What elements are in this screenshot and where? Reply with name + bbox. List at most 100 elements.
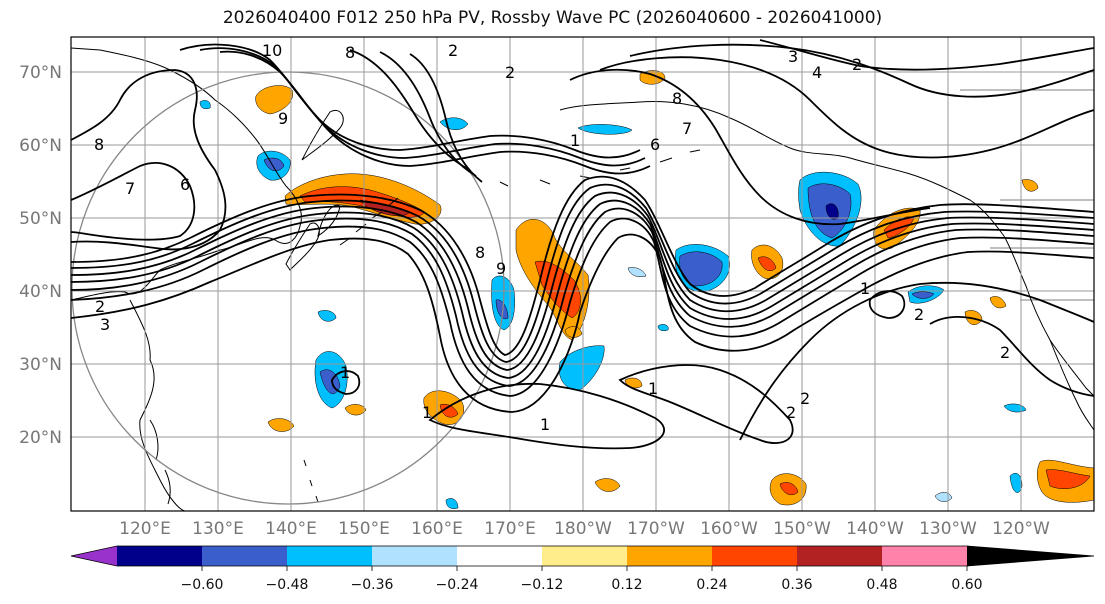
colorbar-segment <box>542 546 627 566</box>
na-interior-borders <box>960 89 1094 301</box>
colorbar-tick-label: −0.48 <box>266 577 309 593</box>
contour-label: 7 <box>682 119 692 138</box>
colorbar-segment <box>797 546 882 566</box>
lat-label: 50°N <box>19 209 62 229</box>
lat-label: 30°N <box>19 355 62 375</box>
contour-label: 2 <box>786 403 796 422</box>
pv-contour <box>349 49 471 171</box>
contour-label: 8 <box>345 43 355 62</box>
pv-contour <box>71 69 227 251</box>
contour-label: 2 <box>852 55 862 74</box>
contour-label: 2 <box>800 389 810 408</box>
lon-label: 130°W <box>919 519 977 539</box>
contour-label: 1 <box>648 379 658 398</box>
contour-label: 2 <box>95 297 105 316</box>
pv-contour <box>71 175 1094 356</box>
pv-contour <box>379 51 477 177</box>
lon-label: 140°W <box>846 519 904 539</box>
contour-label: 6 <box>180 175 190 194</box>
colorbar-tick-label: −0.12 <box>521 577 564 593</box>
pv-contour <box>71 191 1094 371</box>
contour-label: 8 <box>475 243 485 262</box>
lon-label: 130°E <box>192 519 244 539</box>
positive-anomaly-dateline-south-core <box>439 404 459 418</box>
contour-label: 6 <box>650 135 660 154</box>
lat-label: 20°N <box>19 428 62 448</box>
contour-label: 4 <box>812 63 822 82</box>
map-title: 2026040400 F012 250 hPa PV, Rossby Wave … <box>222 8 883 28</box>
colorbar-tick-label: 0.36 <box>781 577 812 593</box>
contour-label: 2 <box>1000 343 1010 362</box>
pv-contour <box>599 56 1094 159</box>
pv-contour <box>71 217 1094 397</box>
positive-anomaly-ne-pacific-core <box>757 256 777 271</box>
lon-label: 180°W <box>554 519 612 539</box>
contour-labels: 10 8 2 3 4 2 9 8 6 7 6 8 7 1 8 9 2 3 1 1… <box>94 41 1010 434</box>
contour-label: 8 <box>94 135 104 154</box>
lat-label: 40°N <box>19 282 62 302</box>
pv-contour <box>71 162 196 241</box>
contour-label: 9 <box>496 259 506 278</box>
pv-contours <box>71 39 1094 450</box>
pv-contour <box>409 53 483 183</box>
contour-label: 2 <box>914 305 924 324</box>
lon-label: 120°E <box>119 519 171 539</box>
pv-contour <box>199 47 646 167</box>
colorbar-segment <box>627 546 712 566</box>
alaska-coast <box>559 101 1005 237</box>
colorbar: −0.60 −0.48 −0.36 −0.24 −0.12 0.12 0.24 … <box>70 545 1095 593</box>
colorbar-tick-label: −0.24 <box>436 577 479 593</box>
lon-label: 160°W <box>700 519 758 539</box>
contour-label: 1 <box>540 415 550 434</box>
pv-contour <box>71 233 1094 413</box>
contour-label: 1 <box>570 131 580 150</box>
pv-contour <box>71 207 1094 387</box>
pv-contour <box>929 316 1094 397</box>
colorbar-outline <box>70 545 1095 567</box>
lon-label: 170°E <box>484 519 536 539</box>
asia-coast <box>71 47 302 301</box>
positive-anomaly-okhotsk <box>255 85 293 115</box>
colorbar-tick-label: −0.36 <box>351 577 394 593</box>
colorbar-segment <box>372 546 457 566</box>
great-circle-ring <box>71 71 505 505</box>
colorbar-segment <box>457 546 542 566</box>
negative-anomaly-kamchatka-core <box>263 157 285 172</box>
contour-label: 2 <box>505 63 515 82</box>
pv-contour <box>71 199 1094 379</box>
colorbar-max-arrow <box>967 546 1094 566</box>
colorbar-segment <box>882 546 967 566</box>
contour-label: 3 <box>788 47 798 66</box>
lon-label: 120°W <box>992 519 1050 539</box>
contour-label: 1 <box>422 403 432 422</box>
gridlines <box>71 37 1094 511</box>
positive-anomaly-hawaii-east-core <box>779 482 799 495</box>
pv-contour <box>428 382 665 450</box>
lat-label: 70°N <box>19 63 62 83</box>
colorbar-tick-label: 0.12 <box>611 577 642 593</box>
lon-label: 150°E <box>338 519 390 539</box>
contour-label: 2 <box>448 41 458 60</box>
colorbar-tick-label: 0.60 <box>951 577 982 593</box>
pv-contour <box>219 50 651 175</box>
colorbar-tick-label: 0.48 <box>866 577 897 593</box>
map-frame <box>70 36 1095 512</box>
contour-label: 9 <box>278 109 288 128</box>
lon-label: 170°W <box>627 519 685 539</box>
lat-label: 60°N <box>19 136 62 156</box>
latitude-labels: 70°N 60°N 50°N 40°N 30°N 20°N <box>19 63 62 448</box>
colorbar-segment <box>202 546 287 566</box>
korea-china-coast <box>129 299 186 511</box>
positive-anomaly-mexico-core <box>1045 469 1091 489</box>
colorbar-tick-label: −0.60 <box>181 577 224 593</box>
colorbar-segment <box>287 546 372 566</box>
longitude-labels: 120°E 130°E 140°E 150°E 160°E 170°E 180°… <box>119 519 1050 539</box>
negative-anomaly-ne-180-core <box>679 251 723 287</box>
negative-anomaly-dateline-sub <box>558 345 605 391</box>
contour-label: 1 <box>340 363 350 382</box>
mariana-islands <box>303 459 319 503</box>
colorbar-ticks <box>201 566 968 571</box>
baja-coast <box>1049 339 1094 431</box>
philippines <box>149 419 171 505</box>
